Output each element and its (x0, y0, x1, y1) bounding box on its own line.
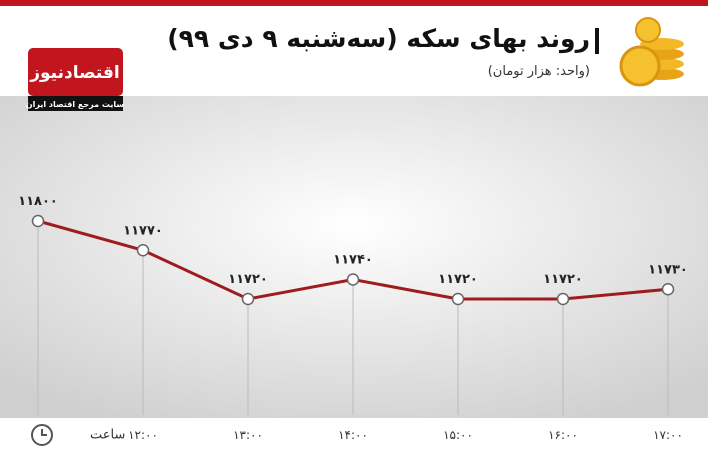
value-label: ۱۱۸۰۰ (18, 194, 58, 209)
x-tick-label: ۱۶:۰۰ (548, 428, 578, 442)
axis-band (0, 418, 708, 454)
value-label: ۱۱۷۴۰ (333, 253, 373, 268)
x-tick-label: ۱۵:۰۰ (443, 428, 473, 442)
top-bar (0, 0, 708, 6)
point (556, 292, 570, 306)
coins-icon (619, 17, 684, 87)
plot-background (0, 96, 708, 418)
logo-box (28, 48, 123, 96)
x-tick-label: ۱۴:۰۰ (338, 428, 368, 442)
logo-tagline: سایت مرجع اقتصاد ایران (26, 100, 125, 109)
value-label: ۱۱۷۲۰ (438, 272, 478, 287)
value-label: ۱۱۷۷۰ (123, 223, 163, 238)
point (31, 214, 45, 228)
point (451, 292, 465, 306)
point (136, 244, 150, 257)
logo-text: اقتصادنیوز (29, 63, 120, 83)
value-label: ۱۱۷۲۰ (543, 272, 583, 287)
chart-title: روند بهای سکه (سه‌شنبه ۹ دی ۹۹) (167, 24, 590, 53)
point (661, 283, 675, 296)
x-axis-label: ساعت (90, 428, 125, 443)
value-label: ۱۱۷۲۰ (228, 272, 268, 287)
x-tick-label: ۱۲:۰۰ (128, 428, 158, 442)
point (346, 273, 360, 286)
value-label: ۱۱۷۳۰ (648, 262, 688, 277)
x-tick-label: ۱۷:۰۰ (653, 428, 683, 442)
chart-subtitle: (واحد: هزار تومان) (487, 64, 590, 79)
point (241, 292, 255, 306)
clock-icon (31, 424, 53, 446)
x-tick-label: ۱۳:۰۰ (233, 428, 263, 442)
title-separator (595, 28, 599, 54)
logo-tag-box (28, 96, 123, 111)
